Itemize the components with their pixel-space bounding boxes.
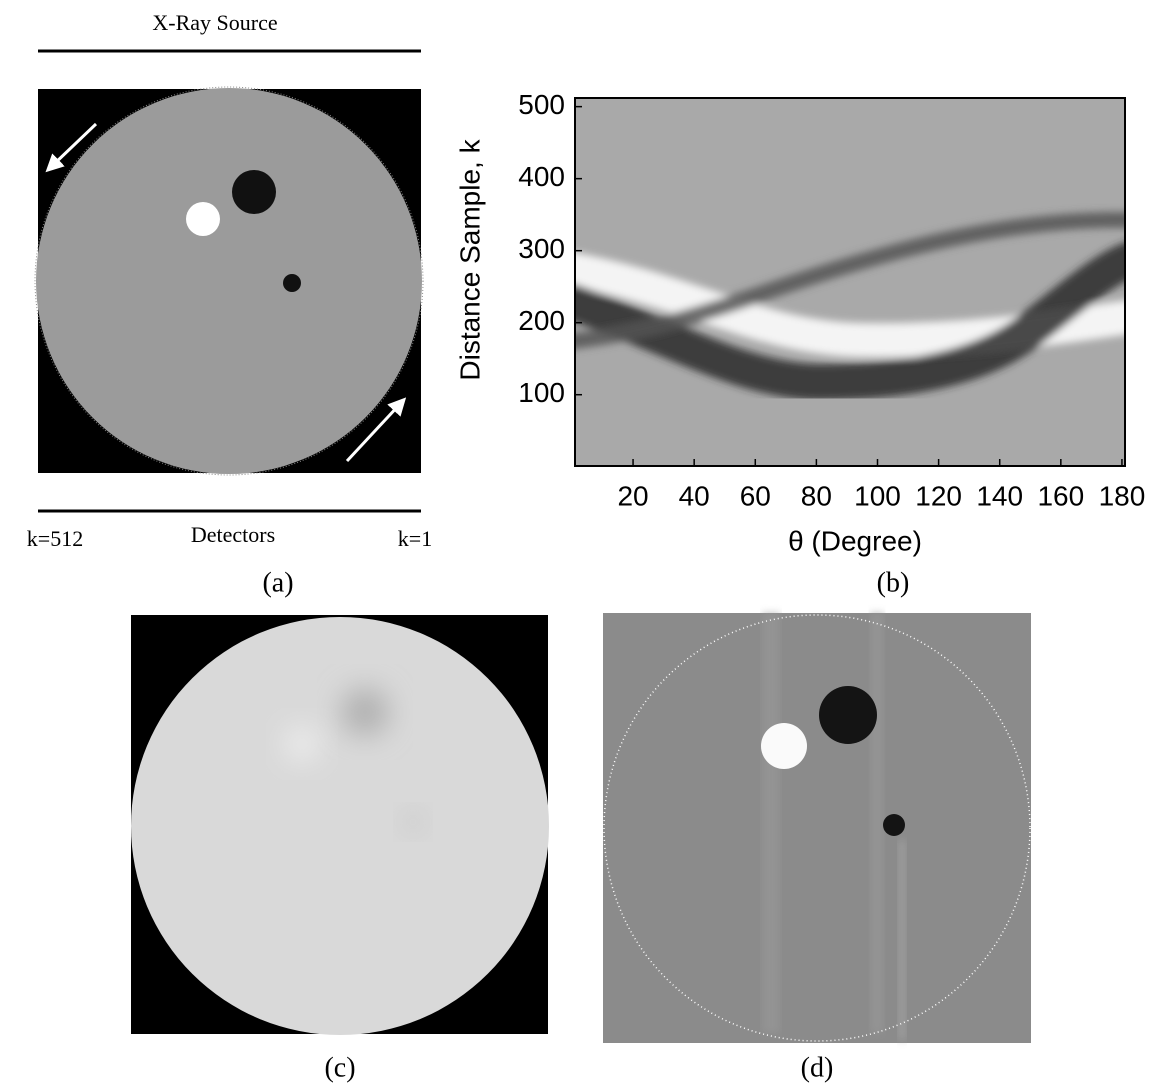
x-tick-label: 80: [801, 480, 832, 511]
panel-c: (c): [131, 615, 549, 1083]
caption: (c): [324, 1052, 355, 1083]
caption: (b): [877, 567, 910, 598]
streak: [870, 613, 884, 1033]
blurred-object: [284, 726, 320, 762]
dark-object: [819, 686, 877, 744]
x-tick-label: 60: [740, 480, 771, 511]
rotation-arrow: [45, 122, 98, 173]
reconstruction-disk: [131, 617, 549, 1035]
sinogram-band: [575, 242, 1125, 401]
x-tick-label: 100: [854, 480, 901, 511]
y-tick-label: 300: [518, 233, 565, 264]
caption: (d): [801, 1052, 834, 1083]
source-label: X-Ray Source: [152, 10, 277, 35]
panel-d: (d): [603, 613, 1031, 1083]
streak: [762, 613, 780, 1033]
plot-frame: [574, 97, 1126, 467]
x-tick-label: 180: [1099, 480, 1146, 511]
blurred-object: [341, 688, 389, 736]
y-tick-label: 200: [518, 305, 565, 336]
k-left-label: k=512: [27, 526, 83, 551]
x-tick-label: 40: [679, 480, 710, 511]
y-tick-label: 100: [518, 377, 565, 408]
detector-label: Detectors: [191, 522, 275, 547]
k-right-label: k=1: [398, 526, 432, 551]
phantom-disk: [36, 88, 422, 474]
bright-object: [186, 202, 220, 236]
caption: (a): [262, 567, 293, 598]
reconstruction-background: [603, 613, 1031, 1043]
x-tick-label: 20: [617, 480, 648, 511]
field-of-view: [603, 614, 1031, 1042]
x-axis-label: θ (Degree): [788, 525, 922, 556]
small-dark-object: [883, 814, 905, 836]
dark-object: [232, 170, 276, 214]
sinogram-image: [575, 98, 1125, 466]
x-tick-label: 140: [976, 480, 1023, 511]
y-tick-label: 400: [518, 161, 565, 192]
small-dark-object: [283, 274, 301, 292]
blurred-object: [403, 812, 423, 832]
panel-a: X-Ray Source k=512 Detectors k=1 (a): [27, 10, 432, 598]
y-axis-label: Distance Sample, k: [454, 138, 485, 380]
streak: [898, 840, 906, 1040]
y-tick-label: 500: [518, 89, 565, 120]
rotation-arrow: [345, 397, 407, 463]
bright-object: [761, 723, 807, 769]
x-tick-label: 160: [1037, 480, 1084, 511]
phantom-outline: [34, 86, 424, 476]
panel-b: θ (Degree) Distance Sample, k (b) 20 40 60…: [454, 89, 1145, 598]
sinogram-band: [575, 211, 1125, 349]
x-tick-label: 120: [915, 480, 962, 511]
